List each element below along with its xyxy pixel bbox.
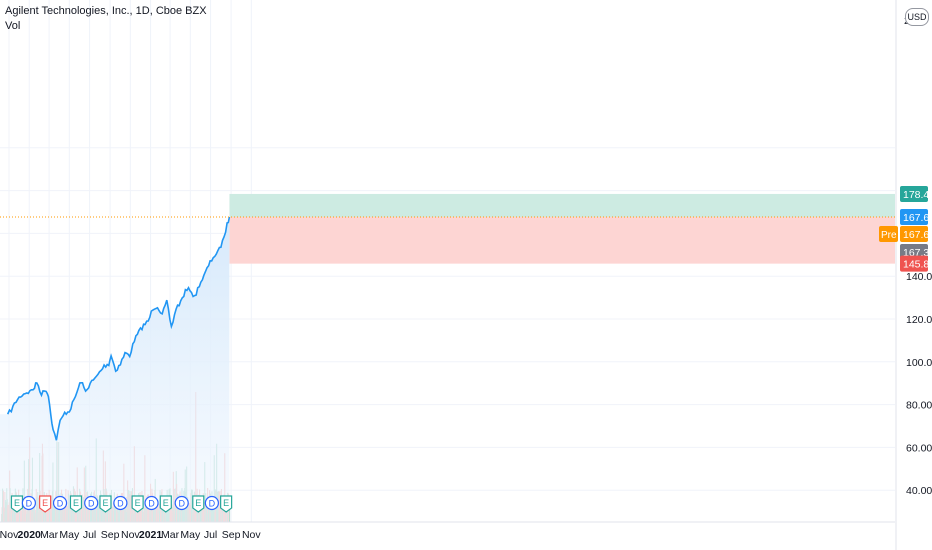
earnings-icon — [10, 495, 24, 513]
price-label-bg — [900, 185, 928, 202]
price-label-premarket: 167.62 Pre — [879, 225, 932, 242]
price-label-bg — [900, 225, 928, 242]
y-tick-label: 40.00 — [906, 485, 932, 497]
price-label-prefix-bg — [879, 225, 898, 242]
price-label-bg — [900, 208, 928, 225]
event-label: D — [148, 498, 155, 508]
event-marker-dividend: D — [204, 495, 219, 511]
price-label-value: 167.67 — [903, 212, 932, 224]
symbol-title: Agilent Technologies, Inc., 1D, Cboe BZX — [5, 5, 207, 17]
price-label-prefix: Pre — [881, 230, 897, 241]
volume-indicator-label[interactable]: Vol — [5, 20, 21, 32]
x-tick-label: Mar — [161, 529, 180, 541]
event-marker-earnings: E — [99, 495, 112, 513]
x-tick-label: Nov — [0, 529, 19, 541]
dividend-icon — [174, 495, 189, 511]
dividend-icon — [21, 495, 36, 511]
event-label: D — [57, 498, 64, 508]
dividend-icon — [204, 495, 219, 511]
position-tool — [229, 193, 895, 264]
target-zone — [229, 193, 895, 217]
event-label: E — [135, 498, 141, 508]
price-label-target: 178.44 — [900, 185, 932, 202]
x-tick-label: Nov — [121, 529, 140, 541]
x-tick-label: Jul — [204, 529, 217, 541]
event-label: E — [102, 498, 108, 508]
event-marker-dividend: D — [84, 495, 99, 511]
dividend-icon — [144, 495, 159, 511]
earnings-icon — [220, 495, 233, 513]
event-marker-dividend: D — [21, 495, 36, 511]
price-line — [6, 216, 231, 441]
event-label: E — [195, 498, 201, 508]
dividend-icon — [52, 495, 68, 511]
volume-bar — [229, 502, 231, 522]
event-label: D — [209, 498, 216, 508]
currency-button[interactable]: USD — [905, 8, 929, 26]
event-label: E — [163, 498, 169, 508]
event-label: D — [117, 498, 124, 508]
stop-zone — [229, 216, 895, 264]
price-label-last: 167.67 — [900, 208, 932, 225]
event-marker-dividend: D — [174, 495, 189, 511]
event-label: E — [42, 498, 48, 508]
earnings-icon — [192, 495, 205, 513]
event-label: D — [26, 498, 33, 508]
event-marker-earnings: E — [10, 495, 24, 513]
y-tick-label: 140.00 — [906, 271, 932, 283]
event-marker-earnings: E — [159, 495, 172, 513]
price-label-stop: 145.87 — [900, 255, 932, 272]
y-tick-label: 120.00 — [906, 314, 932, 326]
x-tick-label: 2020 — [18, 529, 42, 541]
earnings-icon — [69, 495, 83, 513]
price-label-bg — [900, 255, 928, 272]
price-label-value: 145.87 — [903, 259, 932, 271]
price-label-value: 178.44 — [903, 189, 932, 201]
event-marker-earnings: E — [69, 495, 83, 513]
x-tick-label: Sep — [101, 529, 120, 541]
x-tick-label: May — [59, 529, 80, 541]
x-tick-label: Mar — [40, 529, 59, 541]
x-tick-label: May — [180, 529, 201, 541]
event-marker-earnings: E — [220, 495, 233, 513]
price-label-value: 167.62 — [903, 229, 932, 241]
earnings-icon — [159, 495, 172, 513]
y-tick-label: 100.00 — [906, 357, 932, 369]
earnings-icon — [39, 495, 52, 513]
y-tick-label: 60.00 — [906, 442, 932, 454]
dividend-icon — [113, 495, 128, 511]
x-tick-label: 2021 — [139, 529, 163, 541]
event-label: E — [223, 498, 229, 508]
event-marker-earnings-miss: E — [39, 495, 52, 513]
event-marker-dividend: D — [52, 495, 68, 511]
dividend-icon — [84, 495, 99, 511]
x-tick-label: Jul — [83, 529, 96, 541]
y-tick-label: 80.00 — [906, 400, 932, 412]
event-marker-earnings: E — [131, 495, 144, 513]
event-label: D — [178, 498, 185, 508]
chart-legend: Agilent Technologies, Inc., 1D, Cboe BZX… — [5, 4, 207, 34]
event-marker-dividend: D — [144, 495, 159, 511]
earnings-icon — [99, 495, 112, 513]
event-label: E — [73, 498, 79, 508]
earnings-icon — [131, 495, 144, 513]
x-tick-label: Nov — [242, 529, 261, 541]
event-label: E — [14, 498, 20, 508]
event-label: D — [88, 498, 95, 508]
event-marker-dividend: D — [113, 495, 128, 511]
event-marker-earnings: E — [192, 495, 205, 513]
x-tick-label: Sep — [222, 529, 241, 541]
